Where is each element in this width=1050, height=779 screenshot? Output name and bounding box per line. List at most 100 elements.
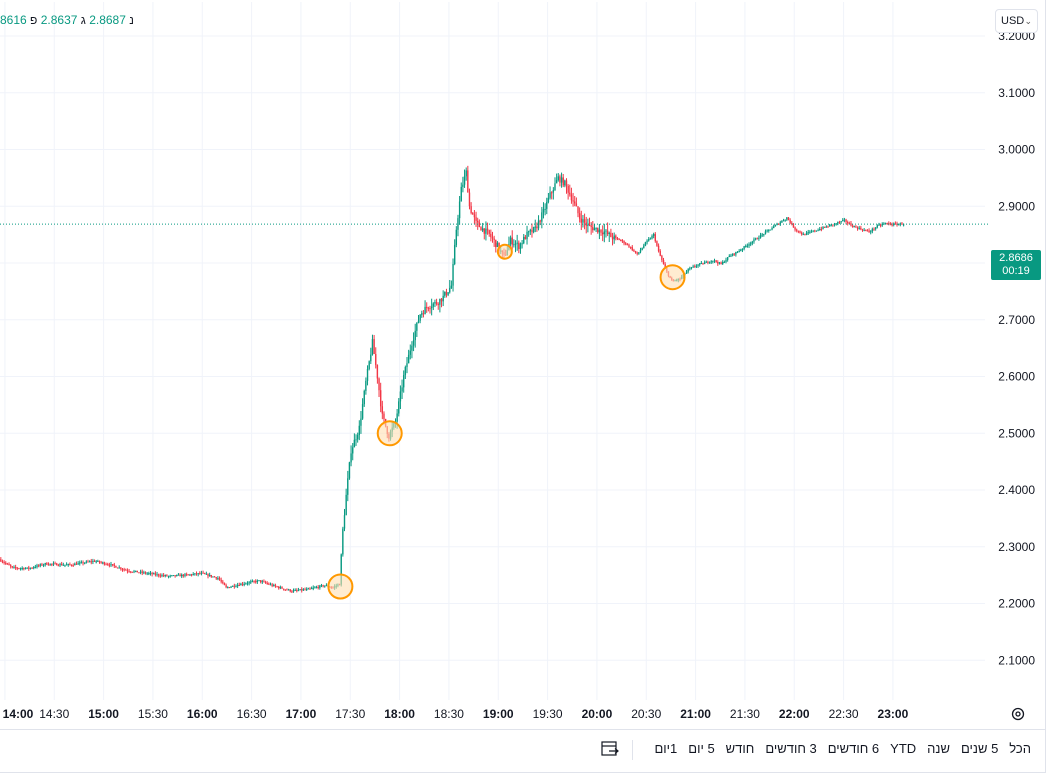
- candle-body: [437, 304, 439, 306]
- candle-body: [620, 240, 622, 242]
- range-ytd[interactable]: YTD: [890, 741, 917, 756]
- candle-body: [69, 564, 71, 566]
- range-5y[interactable]: 5 שנים: [960, 741, 999, 756]
- candle-body: [889, 223, 892, 225]
- candle-body: [34, 567, 37, 569]
- candle-body: [350, 453, 352, 463]
- event-markers: [327, 243, 686, 600]
- candle-body: [125, 569, 127, 571]
- candle-body: [207, 573, 209, 577]
- candle-body: [205, 573, 208, 575]
- candle-body: [524, 236, 527, 240]
- candle-body: [776, 223, 778, 226]
- range-1y[interactable]: שנה: [927, 741, 950, 756]
- candle-body: [467, 170, 469, 193]
- candle-body: [235, 586, 237, 588]
- candle-body: [537, 220, 540, 229]
- candle-body: [478, 222, 481, 228]
- candle-body: [289, 589, 291, 592]
- candle-body: [225, 585, 227, 588]
- candle-body: [812, 230, 814, 232]
- candle-body: [453, 244, 456, 264]
- candle-body: [838, 222, 841, 224]
- candle-body: [179, 574, 181, 577]
- candle-body: [629, 246, 632, 248]
- candle-body: [227, 587, 229, 589]
- candle-body: [580, 218, 582, 223]
- x-tick-label: 14:00: [3, 707, 34, 721]
- candle-body: [403, 375, 405, 388]
- range-3m[interactable]: 3 חודשים: [765, 741, 817, 756]
- candle-body: [794, 227, 796, 230]
- candle-body: [149, 573, 152, 575]
- candle-body: [450, 285, 453, 288]
- candle-body: [376, 364, 379, 379]
- candle-body: [490, 233, 492, 238]
- range-5d[interactable]: 5 יום: [688, 741, 715, 756]
- candle-body: [588, 224, 591, 226]
- candle-body: [177, 574, 180, 576]
- candle-body: [572, 200, 574, 202]
- candle-body: [748, 244, 750, 246]
- candle-body: [901, 223, 903, 225]
- candle-body: [266, 582, 268, 584]
- range-all[interactable]: הכל: [1009, 741, 1031, 756]
- price-chart[interactable]: 2.1000 2.2000 2.3000 2.4000 2.5000 2.6000 2.70…: [0, 0, 1045, 730]
- candle-body: [29, 567, 32, 569]
- candle-body: [28, 567, 30, 569]
- candle-body: [570, 194, 573, 201]
- candle-body: [421, 313, 423, 315]
- candle-body: [741, 248, 744, 250]
- candle-body: [823, 226, 826, 228]
- current-price-value: 2.8686: [999, 252, 1033, 264]
- candle-body: [708, 262, 711, 264]
- candle-body: [712, 260, 714, 262]
- candle-body: [698, 263, 701, 265]
- x-tick-label: 22:30: [829, 707, 859, 721]
- range-6m[interactable]: 6 חודשים: [827, 741, 880, 756]
- candle-body: [103, 562, 106, 565]
- candle-body: [222, 581, 224, 583]
- candle-body: [36, 565, 38, 568]
- candle-body: [814, 230, 816, 232]
- candle-body: [286, 589, 288, 591]
- gear-icon[interactable]: [1009, 705, 1027, 723]
- candle-body: [587, 224, 589, 226]
- candle-body: [749, 243, 752, 245]
- candle-body: [825, 226, 828, 228]
- candle-body: [769, 229, 772, 231]
- candle-body: [643, 245, 645, 248]
- candle-body: [315, 587, 318, 589]
- candle-body: [42, 564, 45, 566]
- candle-body: [792, 223, 795, 228]
- candle-body: [312, 587, 314, 589]
- candle-body: [159, 575, 162, 577]
- candle-body: [692, 266, 694, 268]
- range-1m[interactable]: חודש: [725, 741, 755, 756]
- candle-body: [868, 230, 870, 233]
- range-1d[interactable]: 1יום: [654, 741, 678, 756]
- candle-body: [314, 587, 316, 589]
- candle-body: [348, 462, 351, 479]
- candle-body: [807, 232, 809, 234]
- candle-body: [320, 585, 323, 587]
- candle-body: [92, 560, 94, 562]
- candle-body: [559, 176, 561, 183]
- currency-selector[interactable]: USD ⌄: [995, 9, 1038, 33]
- candle-body: [90, 561, 92, 563]
- candle-body: [212, 576, 214, 578]
- x-tick-label: 16:00: [187, 707, 218, 721]
- candle-body: [194, 573, 196, 575]
- candle-body: [82, 562, 84, 564]
- candle-body: [763, 234, 765, 236]
- candle-body: [840, 221, 842, 223]
- candle-body: [365, 380, 367, 391]
- candle-body: [189, 574, 191, 576]
- candle-body: [5, 562, 7, 564]
- y-tick-label: 3.1000: [998, 86, 1035, 100]
- candle-body: [477, 220, 479, 223]
- candle-body: [646, 240, 648, 243]
- candle-body: [215, 577, 217, 579]
- calendar-arrow-icon[interactable]: [600, 739, 620, 759]
